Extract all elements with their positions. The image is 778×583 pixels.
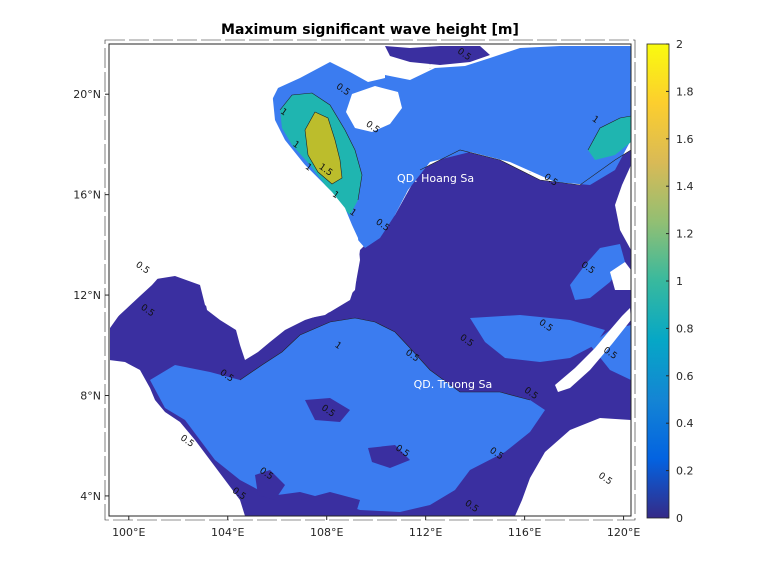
wave-band-0.5-1.0-east xyxy=(470,315,605,362)
contour-label: 1 xyxy=(330,190,340,201)
wave-band-1.5-2.0 xyxy=(305,112,342,184)
colorbar-tick-label: 0.8 xyxy=(676,322,694,335)
colorbar-gradient xyxy=(646,43,670,519)
lon-tick-label: 108°E xyxy=(310,526,343,539)
colorbar-tick-label: 2 xyxy=(676,38,683,51)
lon-tick-label: 100°E xyxy=(112,526,145,539)
contour-label: 1 xyxy=(333,340,343,351)
wave-band-lt-0.5-north xyxy=(385,46,490,65)
land-palawan xyxy=(555,308,631,392)
colorbar-tick-label: 0.2 xyxy=(676,465,694,478)
colorbar-tick-label: 0.6 xyxy=(676,370,694,383)
colorbar-tick-label: 1.4 xyxy=(676,180,694,193)
wave-patch-small-2 xyxy=(368,445,410,468)
wave-patch-small-4 xyxy=(300,492,360,516)
map-title: Maximum significant wave height [m] xyxy=(221,22,519,38)
land-mindoro xyxy=(610,262,631,290)
contour-lines xyxy=(239,92,631,401)
latitude-tick-labels: 4°N 8°N 12°N 16°N 20°N xyxy=(73,88,109,503)
place-label-layer: QD. Hoang Sa QD. Truong Sa xyxy=(397,172,492,391)
place-label: QD. Truong Sa xyxy=(414,378,493,391)
land-malay-peninsula xyxy=(109,360,245,516)
land-luzon xyxy=(615,165,631,250)
map-frame xyxy=(108,43,632,517)
contour-label: 1 xyxy=(590,114,600,125)
land-masses xyxy=(109,44,631,516)
place-label: QD. Hoang Sa xyxy=(397,172,474,185)
colorbar-tick-label: 1.8 xyxy=(676,85,694,98)
lon-tick-label: 112°E xyxy=(409,526,442,539)
wave-band-1.0-1.5-east xyxy=(588,116,631,160)
lat-tick-label: 4°N xyxy=(80,490,101,503)
colorbar-tick-label: 1.6 xyxy=(676,133,694,146)
colorbar-tick-label: 0 xyxy=(676,512,683,525)
lon-tick-label: 120°E xyxy=(607,526,640,539)
lon-tick-label: 116°E xyxy=(508,526,541,539)
wave-patch-small-1 xyxy=(305,398,350,422)
lon-tick-label: 104°E xyxy=(211,526,244,539)
colorbar-tick-labels: 0 0.2 0.4 0.6 0.8 1 1.2 1.4 1.6 1.8 2 xyxy=(666,38,694,525)
colorbar-tick-label: 1 xyxy=(676,275,683,288)
land-hainan xyxy=(346,86,402,132)
contour-label: 1 xyxy=(347,207,357,218)
lat-tick-label: 20°N xyxy=(73,88,101,101)
land-mainland xyxy=(109,44,385,360)
contour-label: 1 xyxy=(303,162,313,173)
lat-tick-label: 8°N xyxy=(80,389,101,402)
contour-label: 1 xyxy=(290,140,300,151)
longitude-tick-labels: 100°E 104°E 108°E 112°E 116°E 120°E xyxy=(112,516,640,539)
colorbar: 0 0.2 0.4 0.6 0.8 1 1.2 1.4 1.6 1.8 2 xyxy=(646,38,694,525)
contour-label: 1 xyxy=(278,107,288,118)
wave-band-0.5-1.0-south xyxy=(150,318,545,512)
wave-band-0.5-1.0-se2 xyxy=(590,325,631,380)
wave-band-0.5-1.0-se xyxy=(570,244,625,300)
land-borneo xyxy=(515,418,631,516)
lat-tick-label: 16°N xyxy=(73,189,101,202)
colorbar-tick-label: 0.4 xyxy=(676,417,694,430)
colorbar-tick-label: 1.2 xyxy=(676,228,694,241)
wave-patch-small-3 xyxy=(255,470,285,500)
lat-tick-label: 12°N xyxy=(73,289,101,302)
map-inner-frame xyxy=(104,39,636,521)
